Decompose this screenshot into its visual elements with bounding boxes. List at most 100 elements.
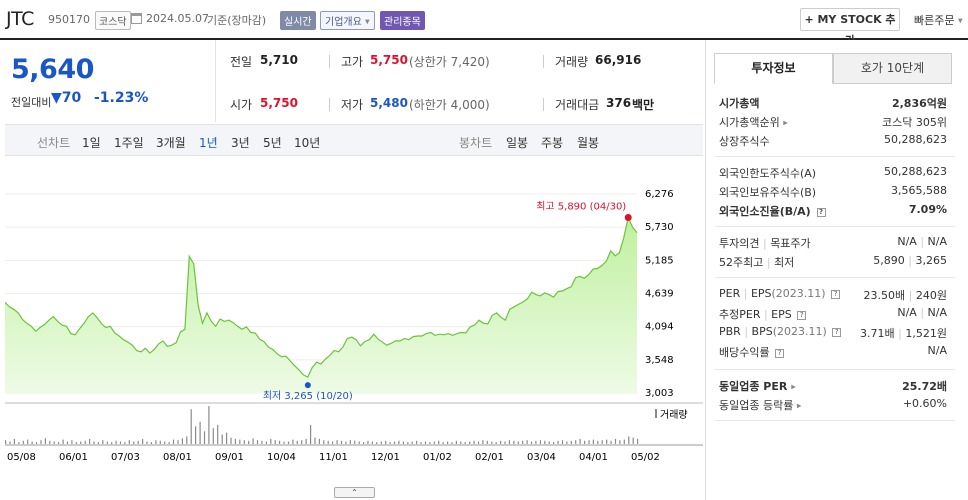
divider xyxy=(715,277,955,278)
volume-bar xyxy=(482,440,484,444)
volume-bar xyxy=(477,441,480,444)
volume-bar xyxy=(358,441,360,444)
pbr-labels: PBR | BPS(2023.11) ? xyxy=(719,325,842,338)
volume-bar xyxy=(363,442,365,444)
volume-bar xyxy=(40,440,42,444)
quick-order-button[interactable]: 빠른주문 ▼ xyxy=(914,12,963,28)
x-tick-label: 09/01 xyxy=(215,452,244,463)
volume-bar xyxy=(18,442,20,444)
volume-bar xyxy=(345,441,347,444)
volume-bar xyxy=(80,441,82,444)
candle-monthly[interactable]: 월봉 xyxy=(577,136,600,150)
help-icon[interactable]: ? xyxy=(797,310,807,320)
volume-bar xyxy=(385,440,387,444)
managed-stock-badge[interactable]: 관리종목 xyxy=(380,11,425,30)
period-3y[interactable]: 3년 xyxy=(231,136,250,150)
candle-chart-label[interactable]: 봉차트 xyxy=(459,136,493,150)
volume-bar xyxy=(226,432,228,444)
help-icon[interactable]: ? xyxy=(816,207,826,217)
volume-bar xyxy=(332,441,334,444)
volume-bar xyxy=(522,440,524,444)
realtime-button[interactable]: 실시간 xyxy=(280,11,316,30)
period-1d[interactable]: 1일 xyxy=(82,136,101,150)
candle-daily[interactable]: 일봉 xyxy=(506,136,529,150)
volume-bar xyxy=(89,438,91,444)
volume-bar xyxy=(283,441,285,444)
dividend-label: 배당수익률 ? xyxy=(719,344,785,360)
volume-bar xyxy=(429,442,431,444)
add-mystock-button[interactable]: + MY STOCK 추가 xyxy=(800,8,900,47)
volume-bar xyxy=(146,441,148,444)
volume-bar xyxy=(464,442,466,444)
low-label: 최저 3,265 (10/20) xyxy=(263,390,353,402)
divider xyxy=(715,226,955,227)
volume-bar xyxy=(544,440,546,444)
period-1w[interactable]: 1주일 xyxy=(114,136,144,150)
price-chart[interactable]: 최고 5,890 (04/30) 최저 3,265 (10/20) 6,276 5,… xyxy=(5,157,703,500)
est-per-values: N/A | N/A xyxy=(897,306,947,319)
row-market-cap-rank[interactable]: 시가총액순위 ▶ 코스닥 305위 xyxy=(719,112,947,131)
x-tick-label: 03/04 xyxy=(527,452,556,463)
x-tick-label: 10/04 xyxy=(267,452,296,463)
period-3m[interactable]: 3개월 xyxy=(156,136,186,150)
candle-weekly[interactable]: 주봉 xyxy=(541,136,564,150)
caret-right-icon: ▶ xyxy=(791,383,796,391)
foreign-ratio-label: 외국인소진율(B/A) ? xyxy=(719,203,826,219)
tab-order-book[interactable]: 호가 10단계 xyxy=(833,53,952,84)
volume-bar xyxy=(610,440,612,444)
volume-label: 거래량 xyxy=(555,55,589,69)
high-label: 고가 xyxy=(341,55,364,69)
y-tick-label: 5,185 xyxy=(645,255,674,266)
help-icon[interactable]: ? xyxy=(832,327,842,337)
shares-label: 상장주식수 xyxy=(719,135,770,148)
volume-bar xyxy=(402,441,404,444)
period-1y[interactable]: 1년 xyxy=(199,136,218,150)
collapse-chart-button[interactable]: ⌃ xyxy=(334,487,375,498)
volume-bar xyxy=(469,441,471,444)
volume-bar xyxy=(380,441,382,444)
divider xyxy=(715,420,955,421)
volume-bar xyxy=(270,438,272,444)
row-industry-per[interactable]: 동일업종 PER ▶ 25.72배 xyxy=(719,376,947,395)
help-icon[interactable]: ? xyxy=(775,348,785,358)
x-tick-label: 01/02 xyxy=(423,452,452,463)
volume-bar xyxy=(561,440,564,444)
volume-bar xyxy=(566,441,568,444)
volume-bar xyxy=(323,440,325,444)
row-industry-rate[interactable]: 동일업종 등락률 ▶ +0.60% xyxy=(719,395,947,414)
volume-bar xyxy=(548,441,550,444)
volume-bar xyxy=(584,440,586,444)
volume-bar xyxy=(451,442,453,444)
period-5y[interactable]: 5년 xyxy=(263,136,282,150)
volume-bar xyxy=(486,440,488,444)
volume-bar xyxy=(371,441,373,444)
help-icon[interactable]: ? xyxy=(831,289,841,299)
volume-bar xyxy=(535,440,537,444)
volume-bar xyxy=(203,431,206,444)
y-tick-label: 5,730 xyxy=(645,222,674,233)
line-chart-label[interactable]: 선차트 xyxy=(37,136,71,150)
tab-investment-info[interactable]: 투자정보 xyxy=(714,53,833,84)
price-area xyxy=(5,217,637,393)
volume-bar xyxy=(416,440,418,444)
volume-bar xyxy=(336,440,338,444)
volume-bar xyxy=(5,440,7,444)
change-amount: 70 xyxy=(61,90,82,106)
period-10y[interactable]: 10년 xyxy=(294,136,321,150)
volume-bar xyxy=(97,442,99,444)
market-cap-rank-label: 시가총액순위 ▶ xyxy=(719,116,788,129)
market-cap-rank-value: 코스닥 305위 xyxy=(882,116,947,129)
volume-bar xyxy=(447,441,449,444)
volume-bar xyxy=(424,441,427,444)
change-label: 전일대비 xyxy=(11,96,52,109)
y-tick-label: 3,003 xyxy=(645,388,674,399)
chevron-down-icon: ▼ xyxy=(365,18,370,26)
volume-bar xyxy=(62,439,64,444)
volume-bar xyxy=(442,442,444,444)
volume-bar xyxy=(530,441,533,444)
volume-bar xyxy=(539,440,541,444)
company-overview-dropdown[interactable]: 기업개요 ▼ xyxy=(320,11,375,30)
volume-bar xyxy=(491,441,493,444)
volume-bar xyxy=(310,425,312,444)
volume-bar xyxy=(628,436,630,444)
